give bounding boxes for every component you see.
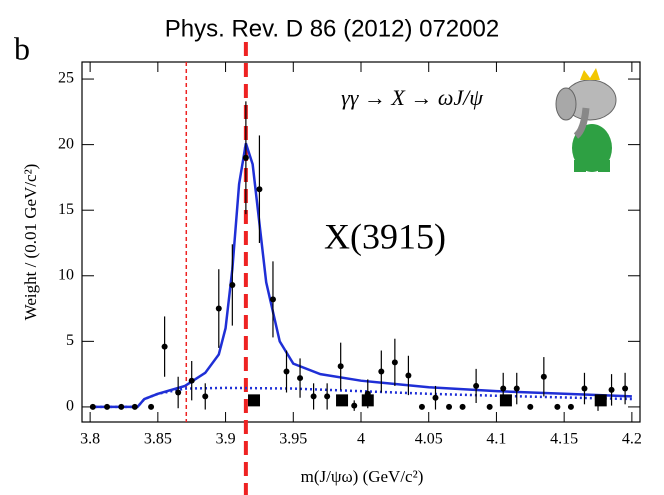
x-tick-label: 4.15 [550, 431, 578, 448]
x-tick-label: 3.9 [216, 431, 236, 448]
data-square [336, 394, 349, 407]
y-axis-label: Weight / (0.01 GeV/c²) [21, 164, 40, 321]
data-point [337, 363, 344, 370]
data-point [269, 296, 276, 303]
data-point [242, 154, 249, 161]
data-point [622, 385, 629, 392]
data-point [148, 403, 155, 410]
data-point [131, 403, 138, 410]
data-point [283, 368, 290, 375]
y-tick-label: 25 [58, 70, 74, 87]
data-point [567, 403, 574, 410]
data-point [391, 359, 398, 366]
fit-curve [90, 142, 632, 409]
x-tick-label: 4.2 [622, 431, 642, 448]
data-point [202, 393, 209, 400]
x-tick-label: 3.8 [80, 431, 100, 448]
data-point [418, 403, 425, 410]
data-point [540, 373, 547, 380]
data-point [527, 403, 534, 410]
data-point [608, 386, 615, 393]
data-point [161, 343, 168, 350]
chart-title: Phys. Rev. D 86 (2012) 072002 [165, 15, 499, 42]
x-tick-label: 3.85 [144, 431, 172, 448]
data-point [310, 393, 317, 400]
data-point [215, 305, 222, 312]
data-point [459, 403, 466, 410]
y-tick-label: 10 [58, 266, 74, 283]
reaction-annotation: γγ → X → ωJ/ψ [341, 85, 483, 110]
data-point [554, 403, 561, 410]
data-point [118, 403, 125, 410]
data-point [486, 403, 493, 410]
data-square [361, 394, 374, 407]
x-tick-label: 3.95 [279, 431, 307, 448]
data-point [513, 385, 520, 392]
state-annotation: X(3915) [324, 216, 446, 256]
x-axis-label: m(J/ψω) (GeV/c²) [301, 467, 424, 486]
panel-label: b [14, 30, 30, 66]
data-point [89, 403, 96, 410]
mascot [555, 68, 617, 172]
data-square [594, 394, 607, 407]
data-point [405, 372, 412, 379]
data-point [378, 368, 385, 375]
data-point [500, 385, 507, 392]
y-tick-label: 15 [58, 201, 74, 218]
data-point [175, 389, 182, 396]
data-square [499, 394, 512, 407]
data-point [432, 394, 439, 401]
data-point [256, 186, 263, 193]
data-point [229, 281, 236, 288]
y-tick-label: 5 [66, 332, 74, 349]
data-point [104, 403, 111, 410]
x-tick-label: 4.1 [486, 431, 506, 448]
data-square [248, 394, 261, 407]
x-tick-label: 4.05 [415, 431, 443, 448]
data-point [324, 393, 331, 400]
data-point [446, 403, 453, 410]
data-point [297, 375, 304, 382]
y-tick-label: 0 [66, 398, 74, 415]
x-tick-label: 4 [357, 431, 365, 448]
data-point [581, 385, 588, 392]
data-point [351, 402, 358, 409]
y-tick-label: 20 [58, 135, 74, 152]
data-point [188, 377, 195, 384]
data-point [473, 382, 480, 389]
